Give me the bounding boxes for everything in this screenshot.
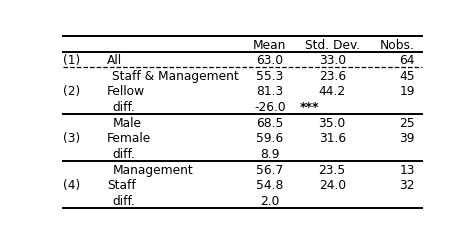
Text: 81.3: 81.3 [256, 85, 283, 99]
Text: 31.6: 31.6 [319, 132, 346, 145]
Text: Mean: Mean [253, 39, 287, 51]
Text: Management: Management [112, 164, 193, 177]
Text: 55.3: 55.3 [256, 70, 284, 83]
Text: 35.0: 35.0 [319, 117, 346, 130]
Text: diff.: diff. [112, 148, 135, 161]
Text: 2.0: 2.0 [260, 195, 280, 208]
Text: Std. Dev.: Std. Dev. [305, 39, 360, 51]
Text: ***: *** [299, 101, 319, 114]
Text: 59.6: 59.6 [256, 132, 283, 145]
Text: 45: 45 [399, 70, 415, 83]
Text: 44.2: 44.2 [319, 85, 346, 99]
Text: 24.0: 24.0 [319, 179, 346, 192]
Text: 19: 19 [399, 85, 415, 99]
Text: 32: 32 [399, 179, 415, 192]
Text: 64: 64 [399, 54, 415, 67]
Text: 54.8: 54.8 [256, 179, 284, 192]
Text: Female: Female [107, 132, 151, 145]
Text: Staff & Management: Staff & Management [112, 70, 239, 83]
Text: diff.: diff. [112, 195, 135, 208]
Text: 68.5: 68.5 [256, 117, 284, 130]
Text: (4): (4) [63, 179, 80, 192]
Text: 23.6: 23.6 [319, 70, 346, 83]
Text: -26.0: -26.0 [254, 101, 286, 114]
Text: Male: Male [112, 117, 141, 130]
Text: 39: 39 [399, 132, 415, 145]
Text: 23.5: 23.5 [319, 164, 346, 177]
Text: 63.0: 63.0 [256, 54, 283, 67]
Text: 56.7: 56.7 [256, 164, 283, 177]
Text: (2): (2) [63, 85, 80, 99]
Text: 25: 25 [399, 117, 415, 130]
Text: 13: 13 [399, 164, 415, 177]
Text: diff.: diff. [112, 101, 135, 114]
Text: (1): (1) [63, 54, 80, 67]
Text: All: All [107, 54, 122, 67]
Text: Staff: Staff [107, 179, 136, 192]
Text: 8.9: 8.9 [260, 148, 280, 161]
Text: 33.0: 33.0 [319, 54, 346, 67]
Text: Fellow: Fellow [107, 85, 145, 99]
Text: (3): (3) [63, 132, 80, 145]
Text: Nobs.: Nobs. [380, 39, 415, 51]
